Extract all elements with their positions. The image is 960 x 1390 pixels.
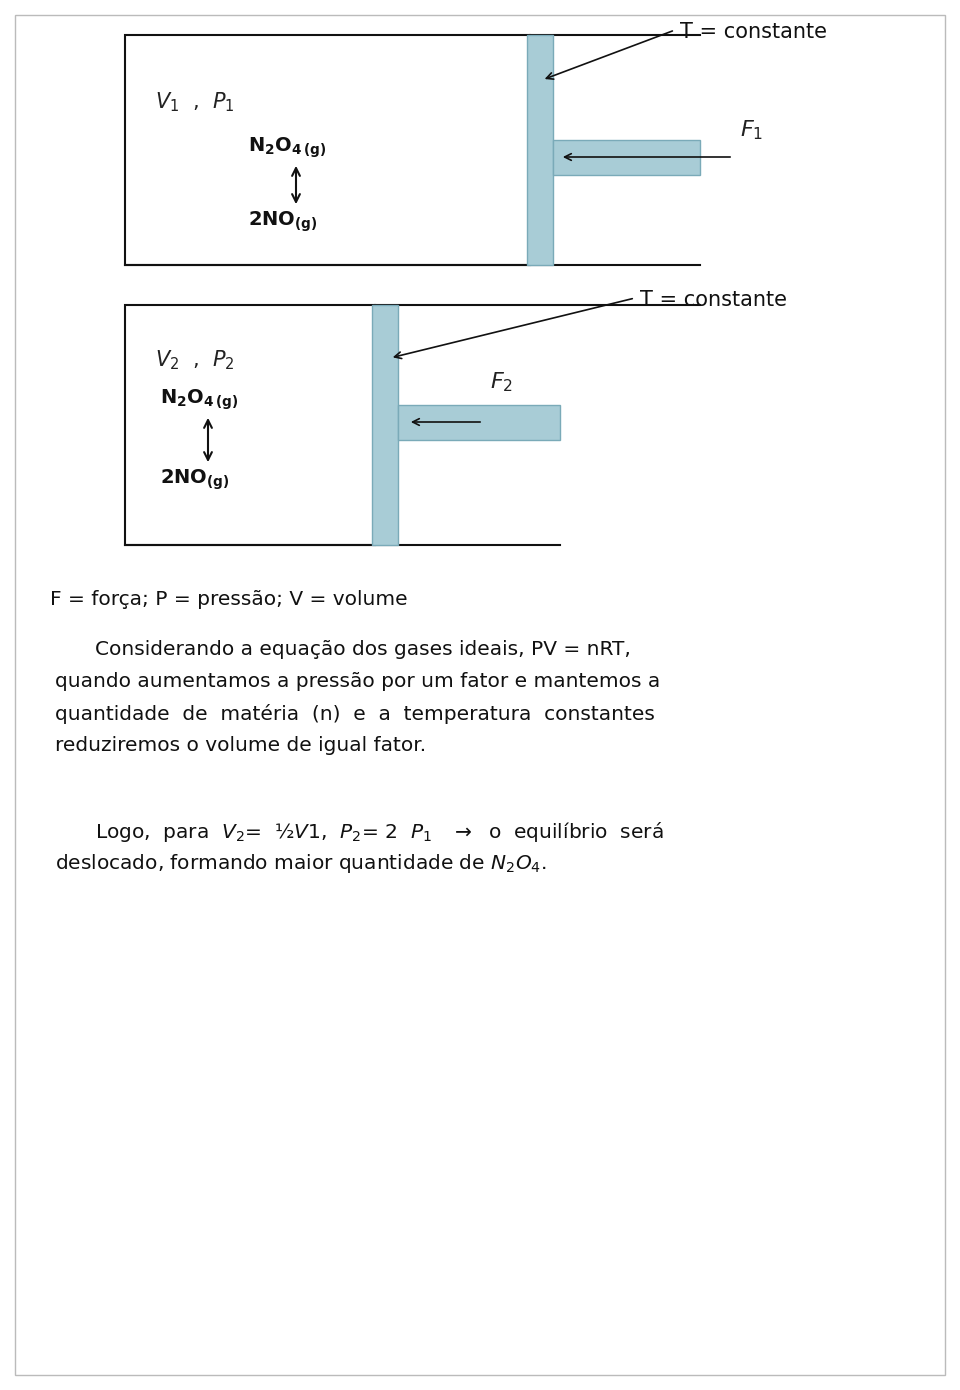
Text: Considerando a equação dos gases ideais, PV = nRT,: Considerando a equação dos gases ideais,… [95, 639, 631, 659]
Text: T = constante: T = constante [680, 22, 827, 42]
Text: $V_1$  ,  $P_1$: $V_1$ , $P_1$ [155, 90, 235, 114]
Text: quando aumentamos a pressão por um fator e mantemos a: quando aumentamos a pressão por um fator… [55, 671, 660, 691]
Text: reduziremos o volume de igual fator.: reduziremos o volume de igual fator. [55, 735, 426, 755]
Text: T = constante: T = constante [640, 291, 787, 310]
Text: $F_2$: $F_2$ [490, 370, 513, 393]
Text: Logo,  para  $V_2$=  ½$V$1,  $P_2$= 2  $P_1$   $\rightarrow$  o  equilíbrio  ser: Logo, para $V_2$= ½$V$1, $P_2$= 2 $P_1$ … [95, 820, 663, 844]
Text: $\mathbf{2NO_{(g)}}$: $\mathbf{2NO_{(g)}}$ [248, 210, 318, 235]
Bar [125, 304, 375, 545]
Bar [372, 304, 398, 545]
Bar [125, 35, 530, 265]
Bar [527, 35, 553, 265]
Text: $V_2$  ,  $P_2$: $V_2$ , $P_2$ [155, 348, 235, 371]
Text: $\mathbf{2NO_{(g)}}$: $\mathbf{2NO_{(g)}}$ [160, 468, 229, 492]
Text: quantidade  de  matéria  (n)  e  a  temperatura  constantes: quantidade de matéria (n) e a temperatur… [55, 703, 655, 724]
Text: $\mathbf{N_2O_{4\,(g)}}$: $\mathbf{N_2O_{4\,(g)}}$ [248, 136, 326, 160]
Text: $F_1$: $F_1$ [740, 118, 763, 142]
Text: $\mathbf{N_2O_{4\,(g)}}$: $\mathbf{N_2O_{4\,(g)}}$ [160, 388, 238, 413]
Text: F = força; P = pressão; V = volume: F = força; P = pressão; V = volume [50, 589, 408, 609]
Bar [398, 404, 560, 441]
Bar [553, 140, 700, 175]
Text: deslocado, formando maior quantidade de $N_2O_4$.: deslocado, formando maior quantidade de … [55, 852, 546, 874]
